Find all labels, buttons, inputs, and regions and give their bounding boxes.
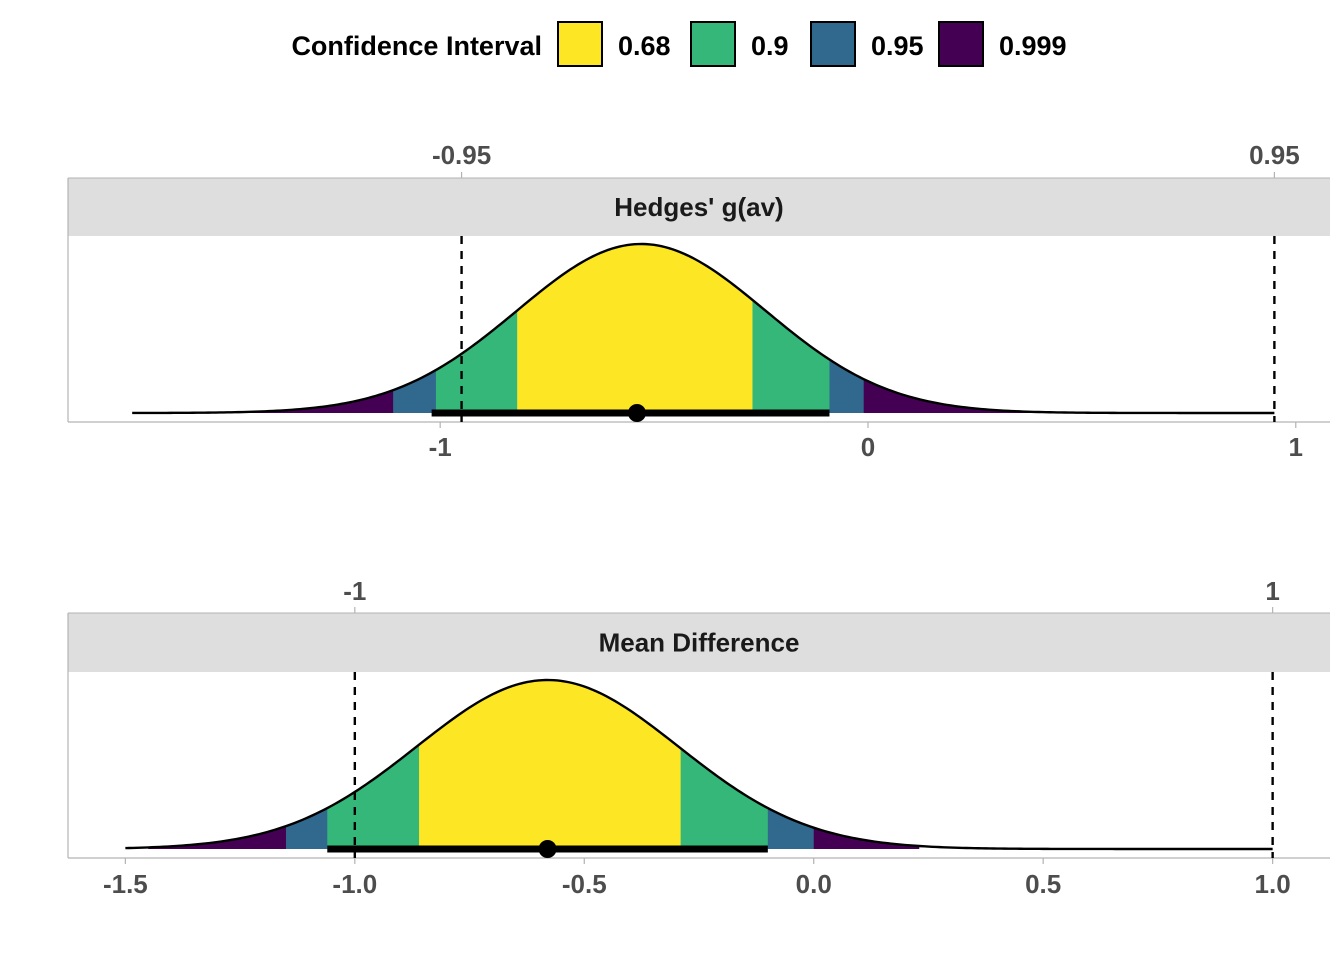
x-tick-label: 1 — [1289, 432, 1303, 462]
density-curve — [125, 678, 1273, 851]
x-tick-label: -1.0 — [332, 869, 377, 899]
legend-label-0-9: 0.9 — [751, 31, 789, 61]
x-tick-label: -0.5 — [562, 869, 607, 899]
x-tick-label: 0 — [861, 432, 875, 462]
strip-label: Mean Difference — [599, 628, 800, 658]
legend-key-0-9 — [690, 21, 736, 67]
x-tick-label: -1 — [429, 432, 452, 462]
top-tick-label: -0.95 — [432, 140, 491, 170]
legend-label-0-68: 0.68 — [618, 31, 671, 61]
band-0-68 — [517, 244, 753, 413]
panel-mean-difference: Mean Difference -1.5 -1.0 -0.5 0.0 0.5 1.0 -1 1 — [67, 576, 1330, 899]
x-tick-label: 0.0 — [796, 869, 832, 899]
density-curve — [132, 242, 1275, 415]
band-0-68 — [419, 680, 681, 849]
legend-key-0-999 — [938, 21, 984, 67]
panel-hedges-g-av: Hedges' g(av) -1 0 1 -0.95 0.95 — [67, 140, 1330, 462]
legend-key-0-95 — [810, 21, 856, 67]
legend-label-0-95: 0.95 — [871, 31, 924, 61]
strip-label: Hedges' g(av) — [614, 192, 783, 222]
legend-key-0-68 — [557, 21, 603, 67]
strip-background — [68, 613, 1330, 672]
x-tick-label: 0.5 — [1025, 869, 1061, 899]
top-tick-label: 1 — [1265, 576, 1279, 606]
top-tick-label: -1 — [343, 576, 366, 606]
point-estimate — [538, 840, 557, 858]
x-tick-label: 1.0 — [1255, 869, 1291, 899]
x-tick-label: -1.5 — [103, 869, 148, 899]
point-estimate — [627, 404, 646, 422]
strip-background — [68, 178, 1330, 236]
legend: Confidence Interval 0.68 0.9 0.95 0.999 — [291, 21, 1067, 67]
legend-label-0-999: 0.999 — [999, 31, 1067, 61]
legend-title: Confidence Interval — [291, 31, 542, 61]
top-tick-label: 0.95 — [1249, 140, 1300, 170]
